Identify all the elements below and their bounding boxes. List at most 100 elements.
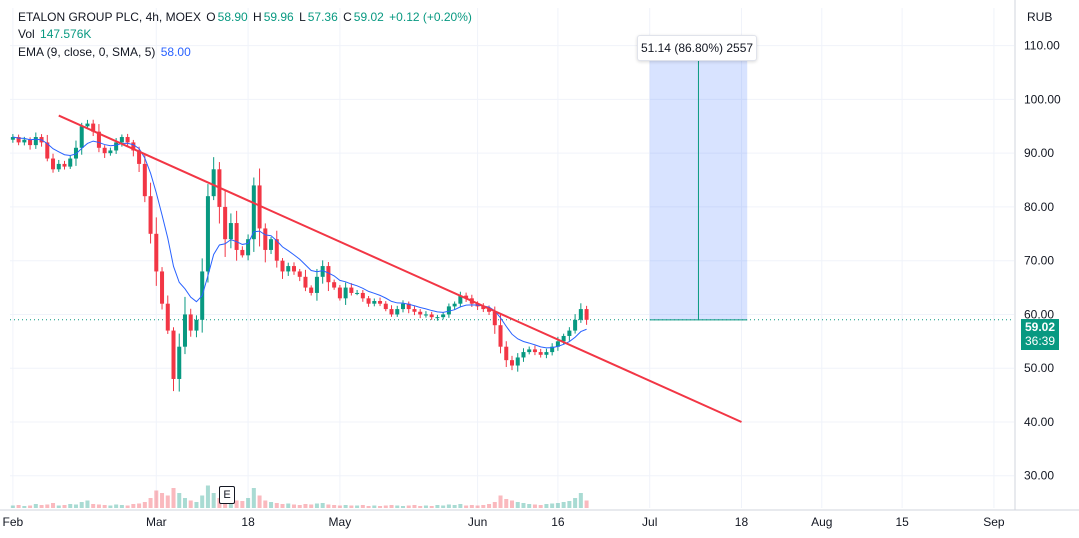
volume-bar bbox=[487, 504, 492, 508]
candle-body bbox=[389, 309, 394, 315]
candle-body bbox=[177, 346, 182, 379]
volume-bar bbox=[343, 505, 348, 508]
volume-bar bbox=[441, 505, 446, 508]
volume-legend[interactable]: Vol 147.576K bbox=[18, 27, 93, 41]
candle-body bbox=[257, 185, 262, 229]
ema-legend[interactable]: EMA (9, close, 0, SMA, 5) 58.00 bbox=[18, 45, 193, 59]
candle-body bbox=[28, 139, 33, 146]
candle-body bbox=[73, 147, 78, 159]
volume-bar bbox=[194, 502, 199, 508]
candle-body bbox=[573, 319, 578, 331]
volume-bar bbox=[33, 504, 38, 508]
candle-body bbox=[498, 325, 503, 347]
currency-label[interactable]: RUB bbox=[1027, 10, 1053, 24]
candle-body bbox=[251, 185, 256, 240]
volume-bar bbox=[429, 506, 434, 508]
candle-body bbox=[337, 287, 342, 299]
candle-body bbox=[555, 341, 560, 347]
candle-body bbox=[56, 163, 61, 170]
volume-bar bbox=[349, 505, 354, 508]
candle-body bbox=[400, 303, 406, 310]
candle-body bbox=[423, 314, 428, 316]
candle-body bbox=[205, 196, 210, 272]
volume-bar bbox=[28, 505, 33, 508]
candle-body bbox=[314, 276, 319, 293]
candle-body bbox=[441, 314, 446, 318]
candle-body bbox=[303, 276, 308, 288]
candle-body bbox=[509, 360, 515, 366]
candle-body bbox=[395, 309, 400, 315]
volume-bar bbox=[171, 488, 176, 508]
candle-body bbox=[240, 249, 245, 256]
ema-value: 58.00 bbox=[160, 45, 191, 59]
volume-bar bbox=[452, 505, 457, 508]
volume-bar bbox=[160, 493, 165, 508]
volume-bar bbox=[406, 505, 411, 508]
volume-bar bbox=[383, 505, 388, 508]
volume-bar bbox=[492, 502, 497, 508]
volume-bar bbox=[423, 505, 428, 508]
x-tick-label: Jun bbox=[468, 515, 487, 529]
volume-bar bbox=[584, 500, 589, 508]
candle-body bbox=[269, 239, 274, 250]
candle-body bbox=[10, 137, 15, 140]
volume-bar bbox=[68, 504, 73, 508]
candle-body bbox=[263, 228, 268, 250]
candle-body bbox=[527, 349, 532, 353]
candle-body bbox=[567, 330, 572, 336]
volume-bar bbox=[435, 505, 440, 508]
x-tick-label: Jul bbox=[642, 515, 657, 529]
symbol-legend[interactable]: ETALON GROUP PLC, 4h, MOEX O 58.90 H 59.96… bbox=[18, 10, 474, 24]
volume-bar bbox=[412, 505, 417, 508]
candle-body bbox=[165, 303, 170, 331]
earnings-event-marker[interactable]: E bbox=[219, 486, 235, 504]
candle-body bbox=[91, 123, 96, 132]
x-tick-label: 18 bbox=[241, 515, 255, 529]
candle-body bbox=[578, 309, 583, 320]
candle-body bbox=[51, 158, 56, 170]
candle-body bbox=[435, 317, 440, 319]
candle-body bbox=[584, 309, 589, 320]
open-label: O bbox=[206, 10, 216, 24]
candle-body bbox=[550, 346, 555, 353]
volume-bar bbox=[573, 498, 578, 508]
volume-bar bbox=[366, 506, 371, 508]
volume-bar bbox=[550, 503, 555, 508]
candle-body bbox=[360, 292, 365, 299]
volume-bar bbox=[10, 505, 15, 508]
volume-bar bbox=[56, 505, 61, 508]
symbol-name: ETALON GROUP PLC, 4h, MOEX bbox=[18, 10, 201, 24]
candle-body bbox=[234, 223, 239, 250]
volume-bar bbox=[326, 504, 331, 508]
volume-bar bbox=[372, 505, 377, 508]
volume-bar bbox=[240, 501, 245, 508]
volume-bar bbox=[137, 503, 142, 508]
candle-body bbox=[142, 163, 147, 197]
candle-body bbox=[532, 349, 537, 353]
volume-bar bbox=[538, 505, 543, 508]
candle-body bbox=[228, 223, 233, 240]
volume-value: 147.576K bbox=[40, 27, 92, 41]
volume-bar bbox=[314, 503, 319, 508]
candle-body bbox=[16, 137, 21, 143]
volume-bar bbox=[395, 505, 400, 508]
volume-bar bbox=[154, 490, 159, 508]
y-tick-label: 40.00 bbox=[1024, 415, 1054, 429]
candle-body bbox=[521, 352, 526, 358]
volume-bar bbox=[498, 495, 503, 508]
candle-body bbox=[274, 239, 279, 261]
measure-label[interactable]: 51.14 (86.80%) 2557 bbox=[637, 35, 757, 61]
volume-bar bbox=[22, 506, 27, 508]
open-value: 58.90 bbox=[217, 10, 248, 24]
candle-body bbox=[349, 287, 354, 293]
volume-bar bbox=[303, 504, 308, 508]
candle-body bbox=[561, 335, 566, 342]
candle-body bbox=[504, 346, 509, 361]
volume-bar bbox=[165, 495, 170, 508]
candle-body bbox=[446, 306, 451, 315]
candle-body bbox=[515, 357, 520, 366]
volume-bar bbox=[39, 505, 44, 508]
volume-bar bbox=[200, 495, 205, 508]
